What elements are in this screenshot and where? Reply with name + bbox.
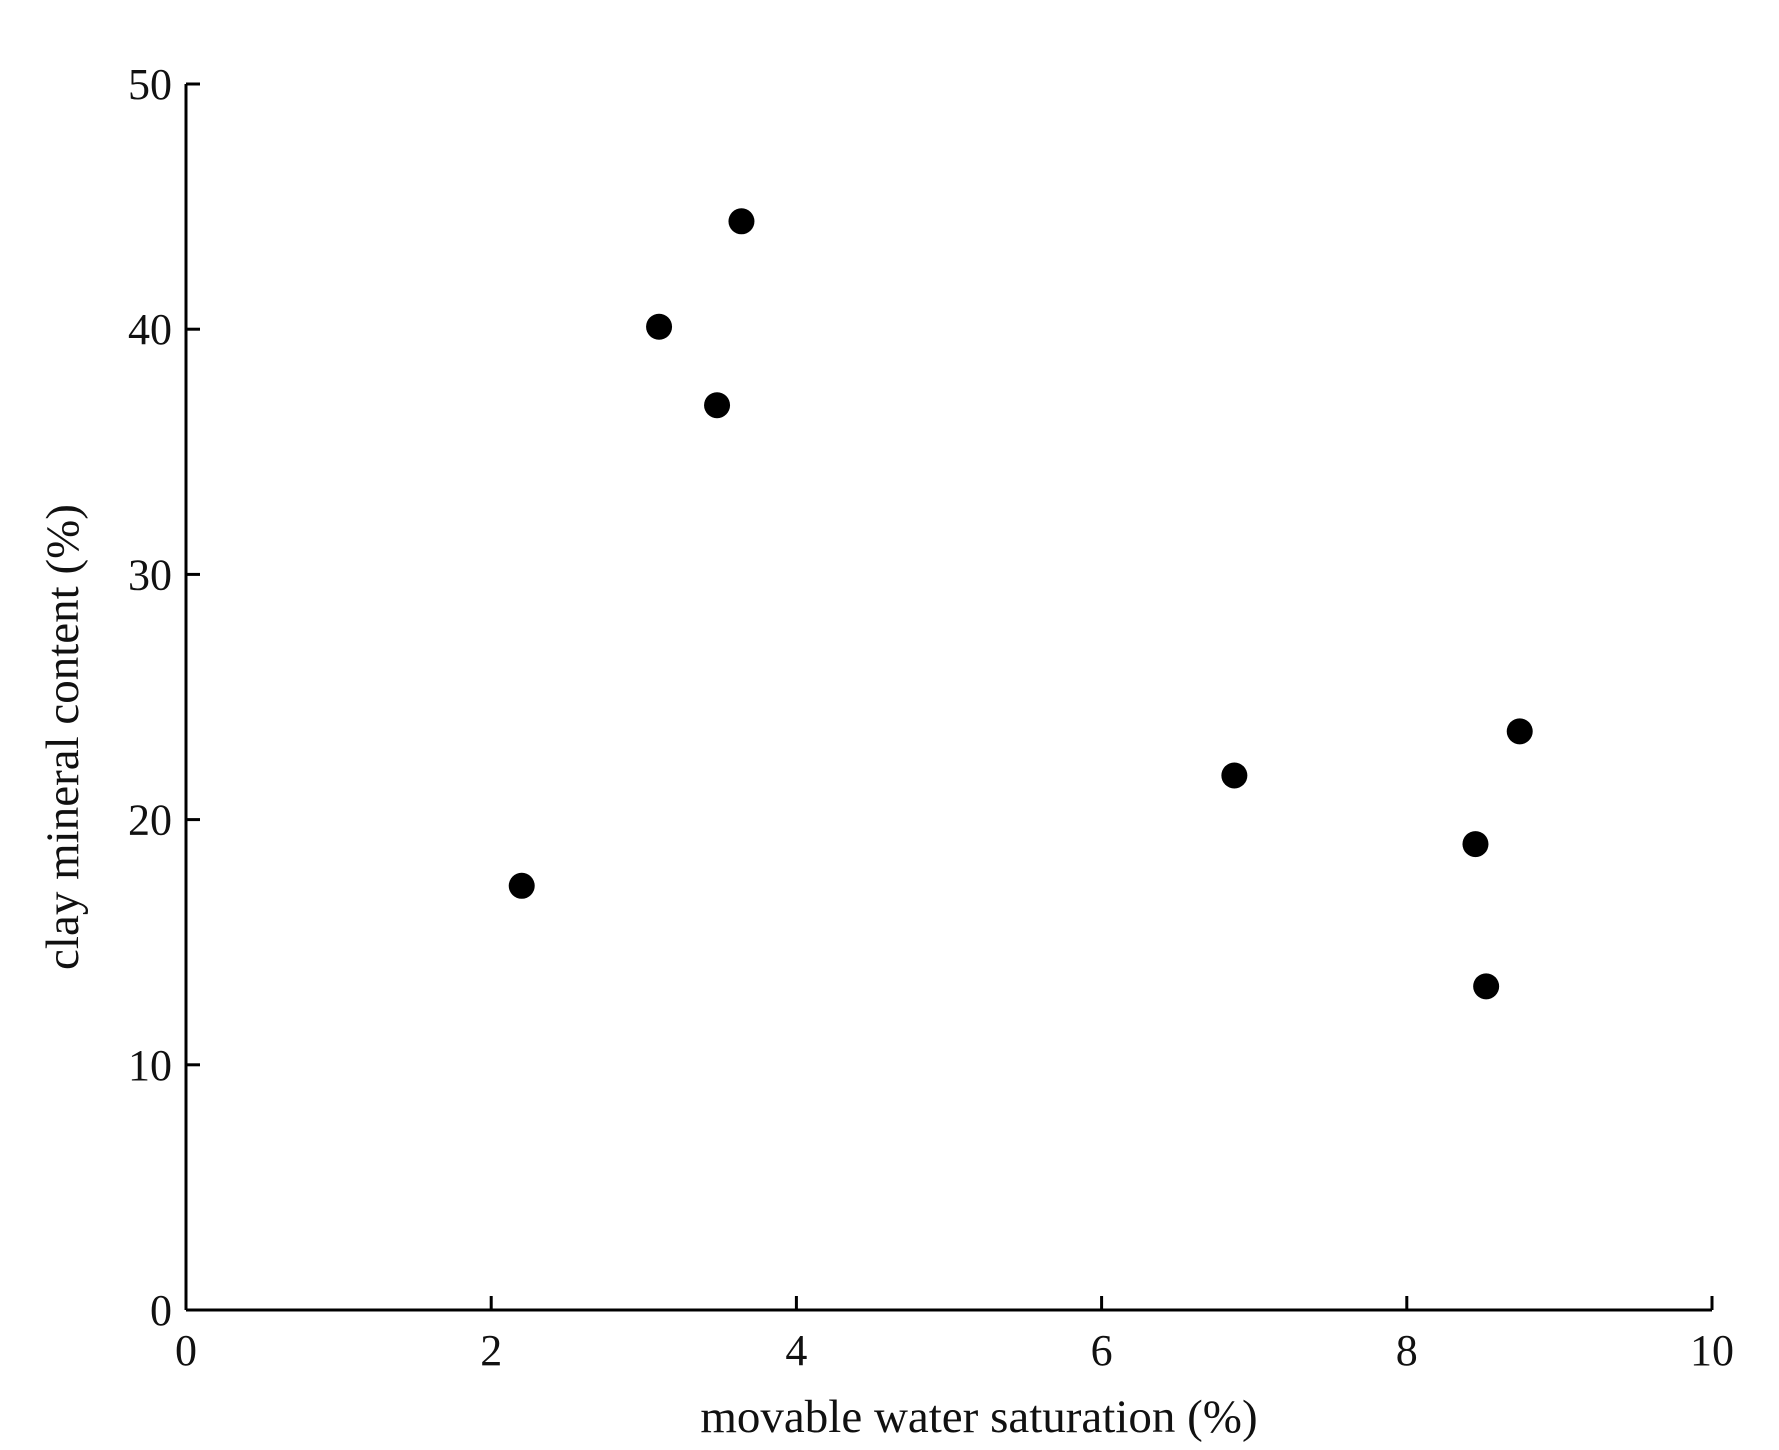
- axes: [184, 84, 1712, 1312]
- x-ticks: 0 2 4 6 8 10: [175, 1296, 1734, 1375]
- x-tick-label: 2: [480, 1326, 502, 1375]
- x-tick-label: 0: [175, 1326, 197, 1375]
- scatter-point: [1462, 831, 1489, 858]
- y-tick-label: 40: [128, 305, 172, 354]
- y-tick-label: 30: [128, 550, 172, 599]
- y-tick-label: 50: [128, 60, 172, 109]
- y-tick-label: 10: [128, 1041, 172, 1090]
- scatter-point: [1473, 973, 1500, 1000]
- x-tick-label: 10: [1690, 1326, 1734, 1375]
- x-tick-label: 4: [785, 1326, 807, 1375]
- scatter-point: [646, 313, 673, 340]
- y-tick-label: 0: [150, 1286, 172, 1335]
- x-axis-title: movable water saturation (%): [700, 1391, 1257, 1443]
- x-tick-label: 8: [1396, 1326, 1418, 1375]
- scatter-point: [728, 208, 755, 235]
- y-axis-title: clay mineral content (%): [37, 504, 89, 970]
- data-points: [508, 208, 1533, 1000]
- scatter-point: [704, 392, 731, 419]
- y-tick-label: 20: [128, 796, 172, 845]
- scatter-point: [1221, 762, 1248, 789]
- scatter-point: [1506, 718, 1533, 745]
- x-tick-label: 6: [1091, 1326, 1113, 1375]
- scatter-point: [508, 872, 535, 899]
- y-ticks: 0 10 20 30 40 50: [128, 60, 200, 1335]
